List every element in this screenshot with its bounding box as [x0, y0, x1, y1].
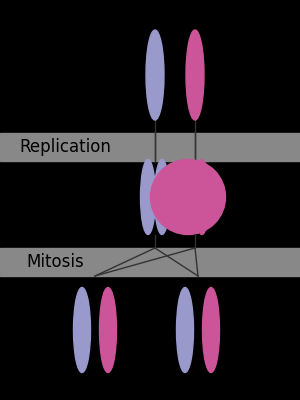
Text: Mitosis: Mitosis: [26, 253, 84, 271]
Ellipse shape: [74, 288, 91, 372]
Ellipse shape: [154, 160, 169, 234]
Text: Replication: Replication: [19, 138, 111, 156]
Ellipse shape: [151, 160, 226, 234]
Ellipse shape: [140, 160, 155, 234]
Ellipse shape: [194, 160, 209, 234]
Bar: [0, 248, 300, 276]
Ellipse shape: [186, 30, 204, 120]
Ellipse shape: [176, 288, 194, 372]
Ellipse shape: [202, 288, 220, 372]
Ellipse shape: [146, 30, 164, 120]
Bar: [0, 133, 300, 161]
Ellipse shape: [100, 288, 116, 372]
